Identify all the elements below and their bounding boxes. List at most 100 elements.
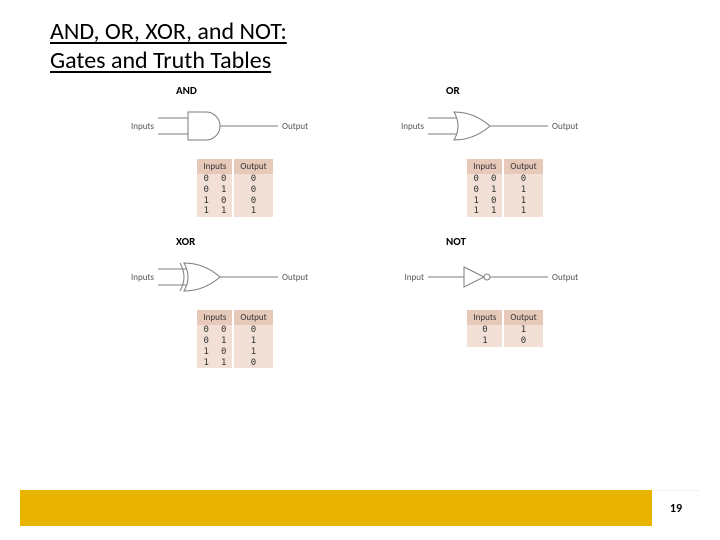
gate-block-or: ORInputs OutputInputsOutput000011101111: [390, 84, 620, 217]
table-row: 011: [197, 336, 272, 347]
cell-input: 1: [197, 196, 214, 207]
page-number: 19: [652, 490, 700, 526]
col-output: Output: [233, 310, 272, 325]
col-output: Output: [503, 310, 542, 325]
output-label: Output: [548, 121, 578, 132]
col-output: Output: [233, 159, 272, 174]
cell-output: 1: [503, 185, 542, 196]
inputs-label: Inputs: [390, 121, 428, 132]
inputs-label: Inputs: [120, 121, 158, 132]
not-gate-icon: [428, 254, 548, 300]
cell-output: 0: [233, 358, 272, 369]
table-row: 101: [467, 196, 542, 207]
cell-input: 1: [467, 336, 503, 347]
footer-bar: 19: [20, 490, 700, 526]
table-row: 01: [467, 325, 542, 336]
cell-input: 1: [215, 336, 234, 347]
title-line1: AND, OR, XOR, and NOT:: [50, 17, 287, 46]
truth-table-wrap: InputsOutput000011101111: [390, 159, 620, 217]
truth-table: InputsOutput000010100111: [197, 159, 272, 217]
cell-input: 0: [215, 347, 234, 358]
cell-output: 0: [233, 185, 272, 196]
cell-input: 0: [197, 336, 214, 347]
gate-block-and: ANDInputs OutputInputsOutput000010100111: [120, 84, 350, 217]
col-inputs: Inputs: [467, 159, 503, 174]
and-gate-icon: [158, 103, 278, 149]
cell-input: 1: [215, 206, 234, 217]
cell-output: 1: [503, 325, 542, 336]
gates-grid: ANDInputs OutputInputsOutput000010100111…: [120, 84, 620, 386]
table-row: 110: [197, 358, 272, 369]
output-label: Output: [548, 272, 578, 283]
cell-output: 0: [233, 196, 272, 207]
truth-table: InputsOutput0110: [467, 310, 542, 347]
cell-output: 0: [503, 336, 542, 347]
cell-input: 0: [197, 185, 214, 196]
table-row: 010: [197, 185, 272, 196]
cell-output: 1: [503, 206, 542, 217]
truth-table-wrap: InputsOutput0110: [390, 310, 620, 347]
gate-diagram: Input Output: [390, 254, 620, 300]
table-row: InputsOutput: [197, 310, 272, 325]
col-inputs: Inputs: [197, 159, 233, 174]
title-line2: Gates and Truth Tables: [50, 46, 271, 75]
cell-input: 1: [197, 347, 214, 358]
table-row: 101: [197, 347, 272, 358]
cell-input: 1: [485, 185, 504, 196]
output-label: Output: [278, 272, 308, 283]
cell-input: 0: [215, 196, 234, 207]
xor-gate-icon: [158, 254, 278, 300]
gate-diagram: Inputs Output: [390, 103, 620, 149]
cell-input: 0: [215, 174, 234, 185]
table-row: 000: [197, 174, 272, 185]
gate-diagram: Inputs Output: [120, 254, 350, 300]
cell-output: 1: [233, 347, 272, 358]
cell-input: 0: [485, 196, 504, 207]
inputs-label: Input: [390, 272, 428, 283]
truth-table: InputsOutput000011101111: [467, 159, 542, 217]
truth-table-wrap: InputsOutput000010100111: [120, 159, 350, 217]
cell-input: 0: [467, 325, 503, 336]
table-row: 10: [467, 336, 542, 347]
cell-output: 0: [233, 174, 272, 185]
col-inputs: Inputs: [467, 310, 503, 325]
truth-table-wrap: InputsOutput000011101110: [120, 310, 350, 368]
table-row: 011: [467, 185, 542, 196]
cell-input: 1: [197, 206, 214, 217]
cell-input: 1: [215, 358, 234, 369]
table-row: InputsOutput: [467, 310, 542, 325]
gate-title: NOT: [446, 235, 620, 248]
cell-input: 0: [197, 174, 214, 185]
cell-input: 0: [467, 174, 484, 185]
gate-block-xor: XORInputs OutputInputsOutput000011101110: [120, 235, 350, 368]
inputs-label: Inputs: [120, 272, 158, 283]
cell-input: 0: [467, 185, 484, 196]
slide: AND, OR, XOR, and NOT: Gates and Truth T…: [0, 0, 720, 540]
or-gate-icon: [428, 103, 548, 149]
truth-table: InputsOutput000011101110: [197, 310, 272, 368]
table-row: 000: [197, 325, 272, 336]
cell-input: 1: [197, 358, 214, 369]
cell-input: 0: [215, 325, 234, 336]
cell-input: 1: [467, 196, 484, 207]
output-label: Output: [278, 121, 308, 132]
gate-title: AND: [176, 84, 350, 97]
cell-input: 1: [467, 206, 484, 217]
footer-gold-strip: [20, 490, 652, 526]
table-row: InputsOutput: [197, 159, 272, 174]
cell-output: 0: [233, 325, 272, 336]
cell-input: 1: [485, 206, 504, 217]
cell-output: 1: [233, 336, 272, 347]
cell-output: 0: [503, 174, 542, 185]
col-output: Output: [503, 159, 542, 174]
slide-title: AND, OR, XOR, and NOT: Gates and Truth T…: [50, 18, 370, 76]
gate-title: XOR: [176, 235, 350, 248]
cell-input: 0: [485, 174, 504, 185]
gate-title: OR: [446, 84, 620, 97]
cell-output: 1: [233, 206, 272, 217]
gate-diagram: Inputs Output: [120, 103, 350, 149]
table-row: InputsOutput: [467, 159, 542, 174]
table-row: 100: [197, 196, 272, 207]
gate-block-not: NOTInput OutputInputsOutput0110: [390, 235, 620, 368]
table-row: 000: [467, 174, 542, 185]
